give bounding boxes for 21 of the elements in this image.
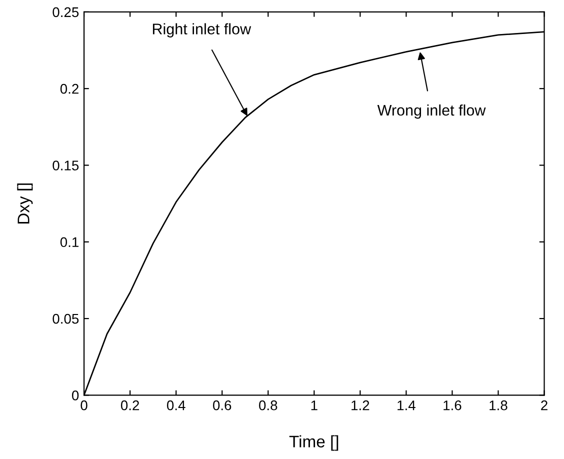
x-tick-label: 1.4 (398, 400, 416, 410)
x-tick-label: 0.4 (166, 400, 186, 410)
x-tick-label: 1.2 (352, 400, 370, 410)
y-tick-label: 0.1 (60, 237, 78, 248)
annotation: Wrong inlet flow (377, 104, 486, 119)
y-tick-label: 0 (72, 390, 79, 400)
y-axis-title: Dxy [] (17, 183, 33, 224)
x-tick-label: 0.2 (120, 400, 140, 410)
x-tick-label: 1.8 (490, 400, 508, 410)
x-tick-label: 0.6 (212, 400, 232, 410)
x-tick-label: 0.8 (259, 400, 278, 410)
y-tick-label: 0.25 (52, 7, 79, 18)
y-tick-label: 0.15 (52, 160, 79, 170)
annotation: Right inlet flow (152, 23, 252, 38)
x-tick-label: 2 (541, 400, 548, 410)
y-tick-label: 0.05 (52, 314, 79, 324)
y-tick-label: 0.2 (60, 84, 78, 94)
x-axis-title: Time [] (289, 435, 338, 451)
x-tick-label: 1 (311, 400, 318, 410)
x-tick-label: 0 (80, 400, 88, 410)
x-tick-label: 1.6 (444, 400, 462, 410)
